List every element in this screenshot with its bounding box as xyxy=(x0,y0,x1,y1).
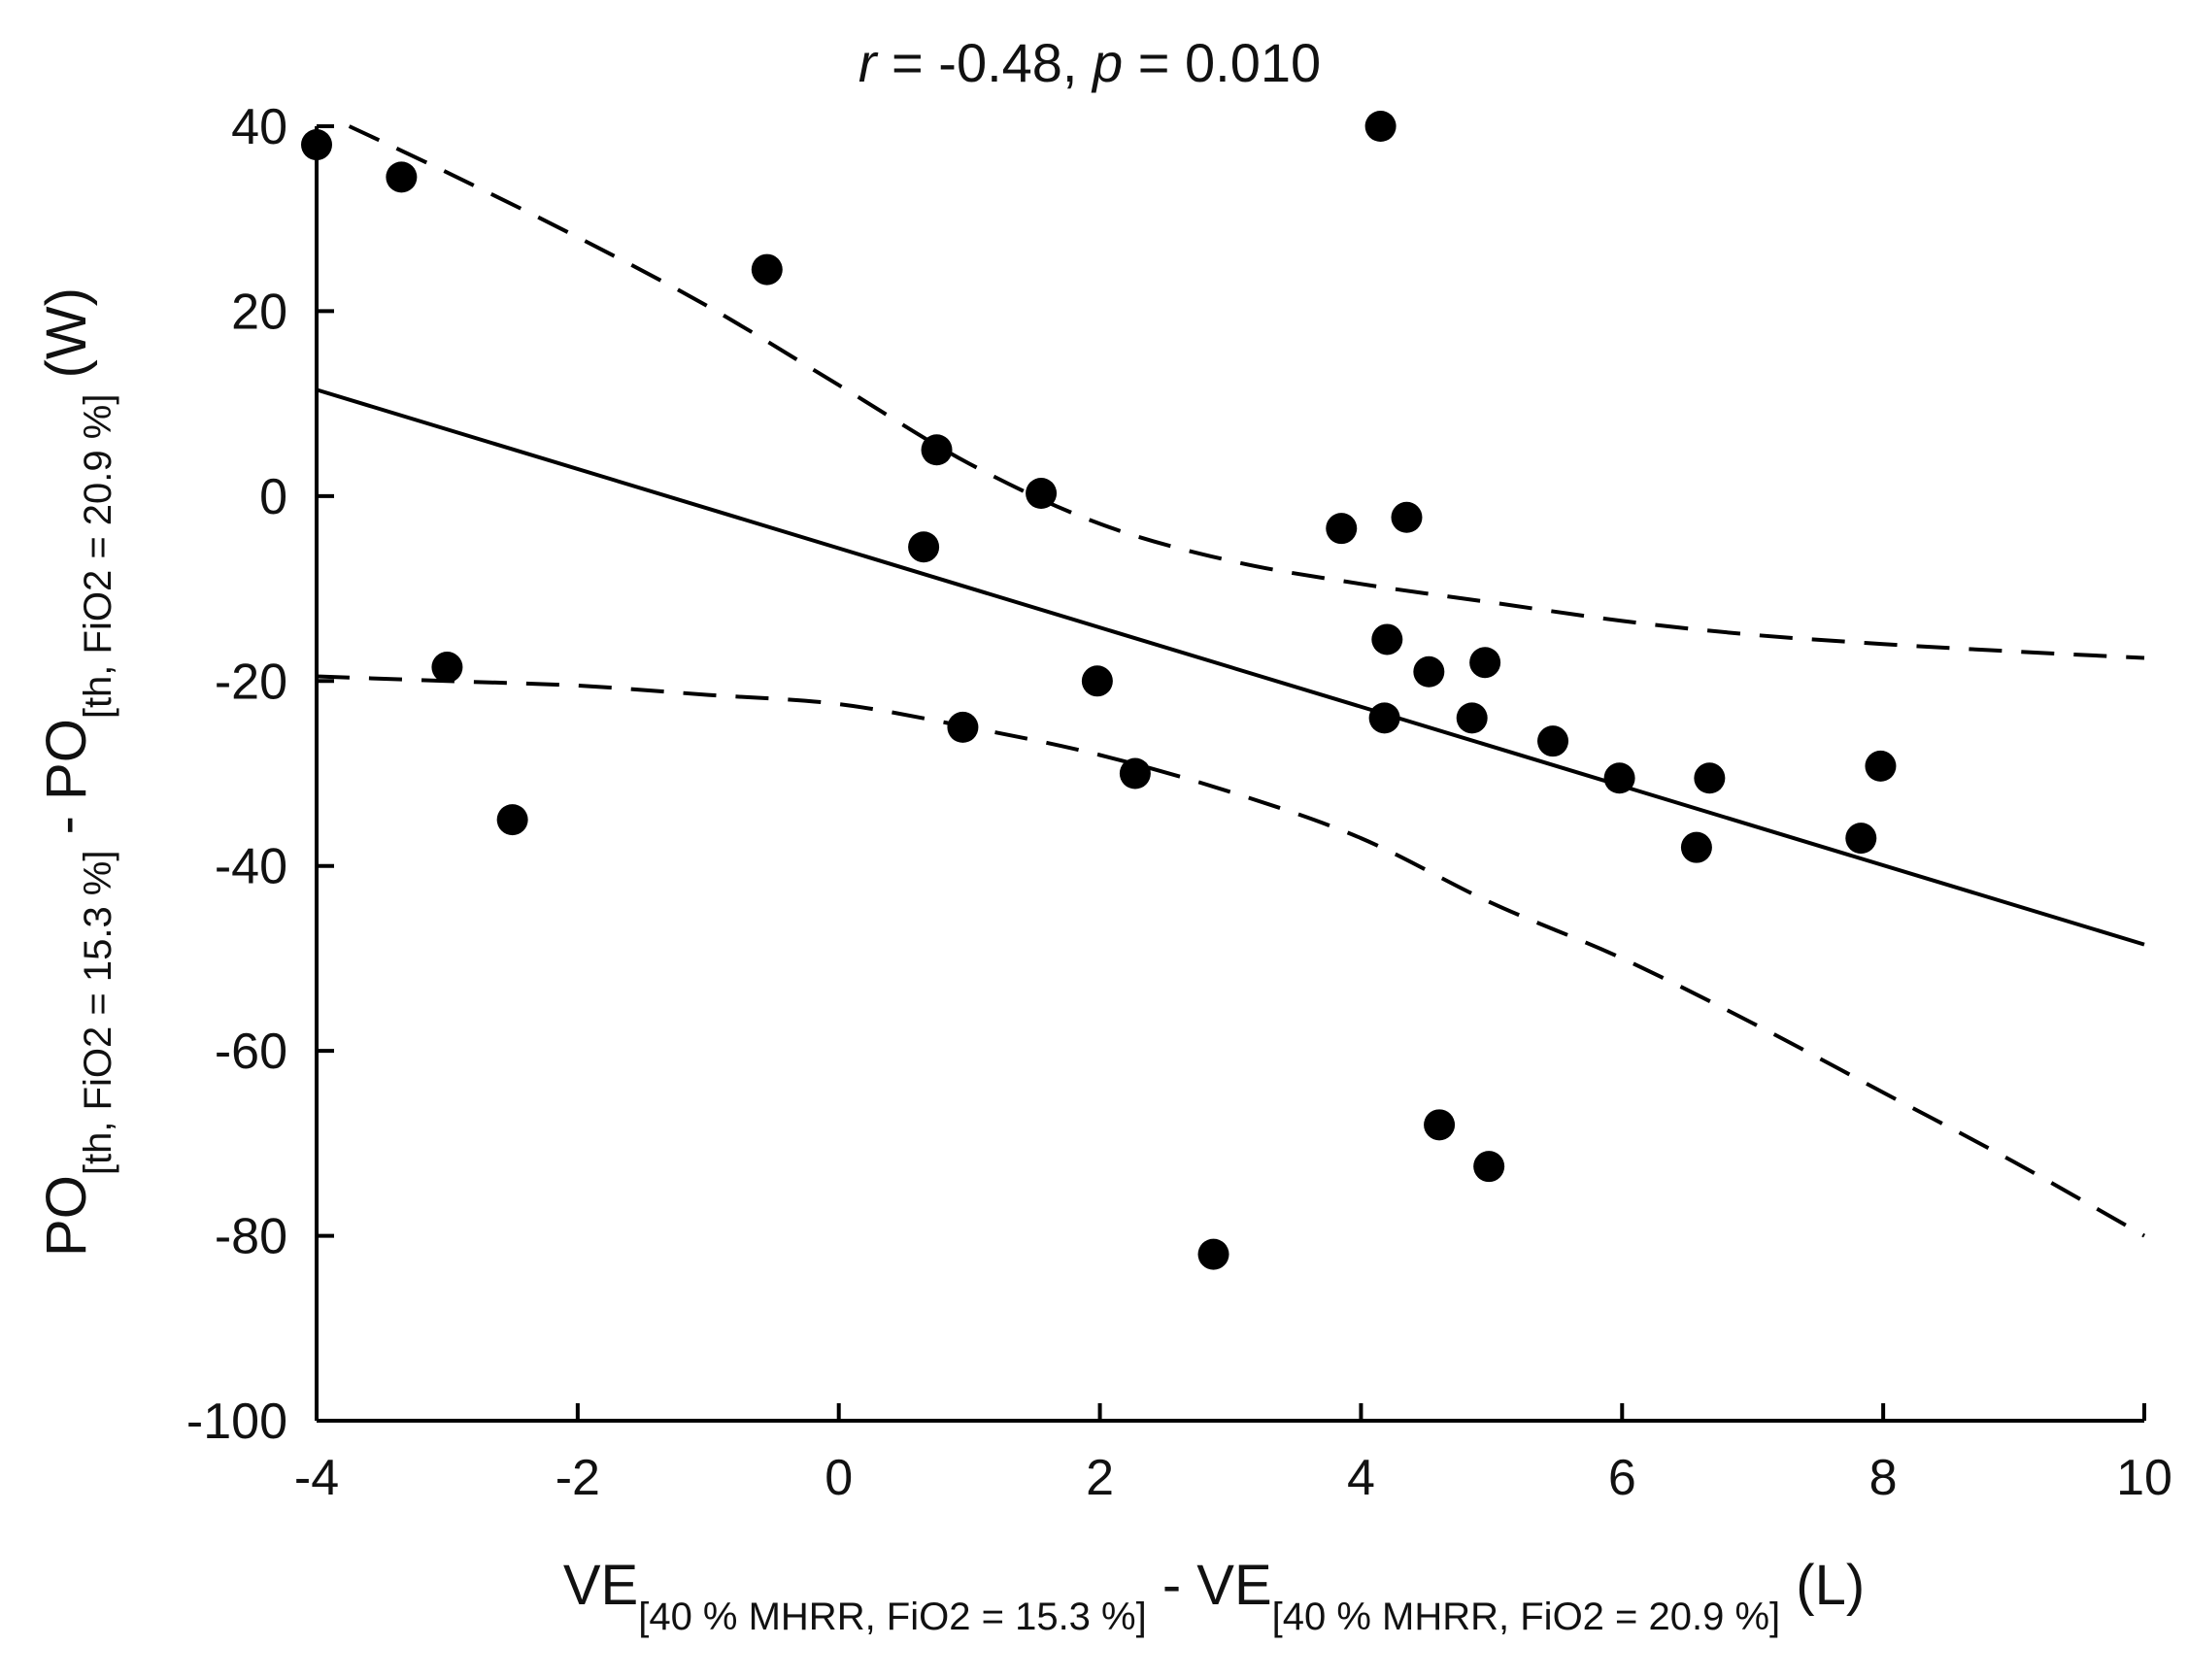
x-axis-label: VE[40 % MHRR, FiO2 = 15.3 %] - VE[40 % M… xyxy=(563,1554,1865,1638)
data-point xyxy=(1424,1109,1456,1141)
x-tick-label: 2 xyxy=(1086,1450,1114,1506)
y-tick-label: -20 xyxy=(215,654,287,710)
data-point xyxy=(1603,762,1635,794)
y-tick-label: -60 xyxy=(215,1024,287,1080)
data-point xyxy=(921,434,953,466)
x-tick-label: 4 xyxy=(1347,1450,1375,1506)
data-point xyxy=(751,253,783,286)
data-point xyxy=(1197,1238,1229,1270)
data-point xyxy=(1119,757,1151,790)
data-point xyxy=(1694,762,1726,794)
y-tick-label: 20 xyxy=(231,284,287,340)
data-points xyxy=(301,111,1897,1270)
x-tick-label: 6 xyxy=(1608,1450,1636,1506)
data-point xyxy=(1326,513,1358,545)
x-tick-label: -2 xyxy=(555,1450,600,1506)
data-point xyxy=(947,711,979,743)
data-point xyxy=(1537,725,1569,757)
data-point xyxy=(301,129,332,161)
y-tick-label: -40 xyxy=(215,839,287,895)
x-tick-label: -4 xyxy=(294,1450,339,1506)
data-point xyxy=(1469,647,1501,679)
data-point xyxy=(1456,702,1488,734)
x-tick-label: 8 xyxy=(1869,1450,1898,1506)
x-ticks: -4 -2 0 2 4 6 8 10 xyxy=(294,1403,2172,1506)
data-point xyxy=(908,531,940,563)
data-point xyxy=(1026,478,1058,510)
data-point xyxy=(1371,623,1403,655)
data-point xyxy=(496,804,528,836)
data-point xyxy=(1473,1151,1505,1183)
data-point xyxy=(1865,750,1897,782)
data-point xyxy=(386,161,418,193)
y-axis-label: PO[th, FiO2 = 15.3 %] - PO[th, FiO2 = 20… xyxy=(35,287,119,1257)
data-point xyxy=(431,652,463,684)
y-tick-label: 40 xyxy=(231,99,287,155)
y-tick-label: -80 xyxy=(215,1209,287,1265)
x-tick-label: 0 xyxy=(825,1450,853,1506)
ci-lower-curve xyxy=(316,674,2145,1238)
x-tick-label: 10 xyxy=(2116,1450,2172,1506)
data-point xyxy=(1413,655,1445,688)
ci-upper-curve xyxy=(348,124,2145,660)
chart-title: r = -0.48, p = 0.010 xyxy=(858,32,1321,93)
data-point xyxy=(1364,111,1397,142)
data-point xyxy=(1680,831,1712,863)
regression-line xyxy=(316,387,2145,947)
y-ticks: -100 -80 -60 -40 -20 0 20 40 xyxy=(186,99,334,1450)
data-point xyxy=(1845,823,1877,855)
y-tick-label: -100 xyxy=(186,1394,287,1450)
y-tick-label: 0 xyxy=(259,469,287,525)
data-point xyxy=(1391,501,1423,533)
data-point xyxy=(1368,702,1400,734)
data-point xyxy=(1081,665,1113,697)
